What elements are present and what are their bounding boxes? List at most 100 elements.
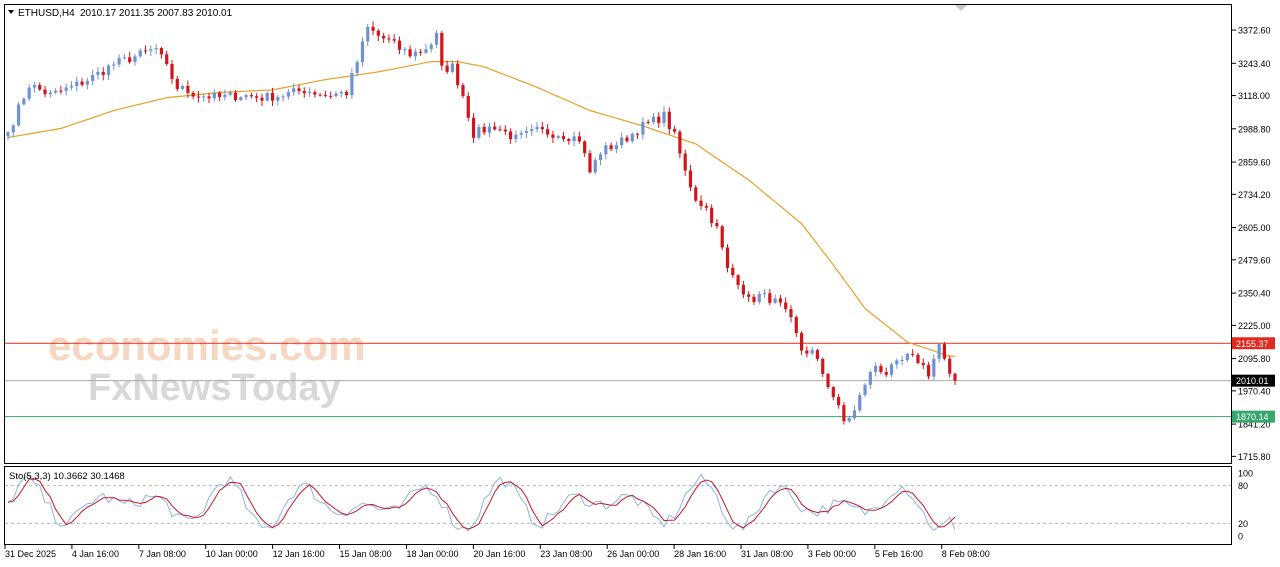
bull-candle	[937, 344, 941, 359]
bear-candle	[551, 134, 555, 138]
stochastic-tick-label: 0	[1238, 532, 1243, 542]
bear-candle	[461, 85, 465, 96]
bear-candle	[218, 92, 222, 98]
bear-candle	[561, 136, 566, 140]
bull-candle	[339, 92, 343, 94]
bull-candle	[868, 372, 872, 385]
bull-candle	[424, 49, 428, 53]
time-tick-label: 26 Jan 00:00	[607, 549, 659, 559]
bear-candle	[170, 64, 174, 79]
bull-candle	[630, 133, 634, 142]
time-tick-label: 31 Jan 08:00	[741, 549, 793, 559]
bull-candle	[810, 350, 814, 354]
bear-candle	[646, 121, 650, 123]
candles	[6, 21, 957, 425]
bull-candle	[149, 49, 153, 51]
bull-candle	[530, 129, 534, 132]
symbol-label: ETHUSD,H4	[18, 8, 75, 19]
bear-candle	[207, 96, 211, 99]
bear-candle	[768, 293, 772, 303]
resistance-price-tag	[1232, 337, 1275, 350]
bear-candle	[186, 85, 190, 93]
bull-candle	[276, 97, 280, 101]
bear-candle	[942, 344, 947, 359]
bear-candle	[445, 65, 449, 72]
bull-candle	[556, 136, 560, 138]
bull-candle	[593, 160, 597, 173]
bear-candle	[821, 358, 825, 374]
bull-candle	[614, 145, 619, 150]
bear-candle	[159, 47, 164, 55]
bull-candle	[477, 126, 481, 138]
price-pane[interactable]	[4, 4, 1232, 464]
bull-candle	[895, 360, 899, 365]
price-tick-label: 2859.60	[1238, 158, 1271, 168]
bear-candle	[80, 81, 84, 85]
bear-candle	[471, 117, 476, 138]
bull-candle	[223, 94, 227, 98]
bear-candle	[456, 63, 460, 86]
bull-candle	[212, 92, 216, 99]
bear-candle	[678, 131, 682, 154]
price-axis[interactable]: 3372.60 3243.40 3118.00 2988.80 2859.60 2734.…	[1232, 26, 1271, 462]
bull-candle	[138, 50, 142, 57]
bear-candle	[916, 354, 920, 364]
bull-candle	[133, 56, 137, 63]
time-tick-label: 28 Jan 16:00	[674, 549, 726, 559]
bear-candle	[789, 308, 793, 318]
bull-candle	[366, 26, 370, 42]
time-tick-label: 12 Jan 16:00	[273, 549, 325, 559]
bear-candle	[699, 200, 703, 206]
bull-candle	[360, 41, 365, 63]
price-tick-label: 2350.40	[1238, 289, 1271, 299]
bear-candle	[318, 94, 322, 96]
bear-candle	[344, 92, 349, 96]
bull-candle	[48, 92, 52, 95]
bear-candle	[440, 32, 444, 66]
time-tick-label: 20 Jan 16:00	[473, 549, 525, 559]
price-levels	[5, 342, 1231, 418]
bull-candle	[16, 104, 21, 126]
bear-candle	[482, 126, 486, 133]
stochastic-pane[interactable]	[4, 466, 1232, 545]
bear-candle	[466, 95, 470, 118]
bear-candle	[392, 39, 396, 41]
bear-candle	[577, 136, 581, 142]
bull-candle	[662, 111, 666, 123]
bear-candle	[101, 71, 105, 75]
time-tick-label: 8 Feb 08:00	[942, 549, 990, 559]
bear-candle	[799, 333, 804, 351]
bear-candle	[953, 373, 957, 381]
bull-candle	[27, 87, 31, 99]
moving-average-line	[7, 61, 955, 357]
bear-candle	[419, 51, 423, 53]
shift-marker-icon[interactable]	[955, 5, 967, 11]
bear-candle	[831, 387, 835, 398]
bull-candle	[69, 86, 74, 88]
bear-candle	[815, 350, 820, 359]
bear-candle	[382, 35, 386, 39]
price-tick-label: 2605.00	[1238, 223, 1271, 233]
bear-candle	[731, 267, 735, 276]
time-tick-label: 4 Jan 16:00	[72, 549, 119, 559]
price-tick-label: 2225.00	[1238, 321, 1271, 331]
bull-candle	[572, 136, 576, 142]
bull-candle	[852, 410, 857, 419]
time-axis[interactable]: 31 Dec 2025 4 Jan 16:00 7 Jan 08:00 10 Jan …	[4, 545, 990, 559]
bear-candle	[508, 131, 513, 140]
bear-candle	[302, 91, 306, 94]
stochastic-label: Sto(5,3,3) 10.3662 30.1468	[9, 471, 125, 482]
chart-menu-icon[interactable]	[8, 10, 14, 14]
bear-candle	[588, 153, 592, 173]
bear-candle	[715, 222, 719, 227]
bull-candle	[403, 49, 407, 51]
bull-candle	[773, 298, 777, 303]
bear-candle	[249, 95, 253, 97]
bear-candle	[635, 133, 640, 135]
bull-candle	[122, 57, 126, 59]
ohlc-values: 2010.17 2011.35 2007.83 2010.01	[80, 8, 233, 19]
bull-candle	[85, 80, 89, 85]
resistance-price-label: 2155.37	[1236, 339, 1269, 349]
bear-candle	[128, 57, 132, 63]
bear-candle	[397, 40, 402, 50]
